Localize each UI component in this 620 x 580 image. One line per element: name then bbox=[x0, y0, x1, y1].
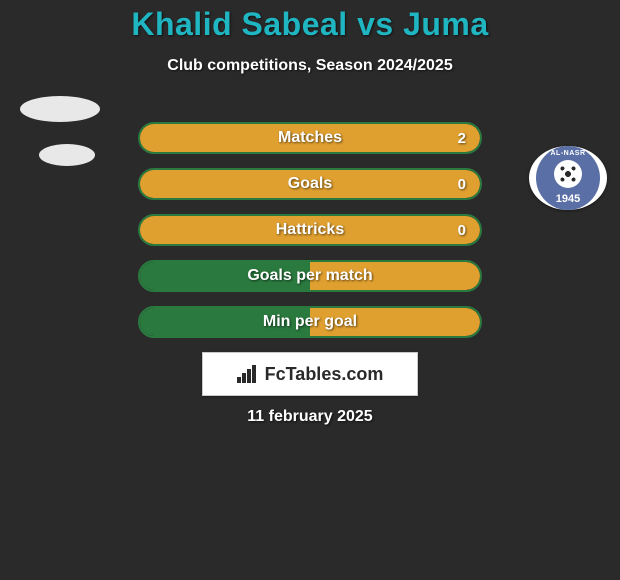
stat-label: Goals per match bbox=[247, 267, 372, 285]
stats-container: Matches 2 Goals 0 Hattricks 0 Goals per match M… bbox=[138, 122, 482, 338]
source-banner[interactable]: FcTables.com bbox=[202, 352, 418, 396]
stat-row: Hattricks 0 bbox=[138, 214, 482, 246]
club-badge-inner: AL-NASR 1945 bbox=[536, 146, 600, 210]
page-title: Khalid Sabeal vs Juma bbox=[0, 0, 620, 43]
stat-value-right: 2 bbox=[458, 130, 466, 147]
player-right-avatar: AL-NASR 1945 bbox=[526, 120, 610, 204]
stat-label: Hattricks bbox=[276, 221, 344, 239]
avatar-placeholder-ellipse bbox=[20, 96, 100, 122]
page-subtitle: Club competitions, Season 2024/2025 bbox=[0, 57, 620, 75]
stat-label: Min per goal bbox=[263, 313, 357, 331]
stat-label: Matches bbox=[278, 129, 342, 147]
stat-row: Min per goal bbox=[138, 306, 482, 338]
stat-row: Goals per match bbox=[138, 260, 482, 292]
stat-value-right: 0 bbox=[458, 222, 466, 239]
player-left-avatar bbox=[18, 96, 102, 180]
stat-value-right: 0 bbox=[458, 176, 466, 193]
banner-text: FcTables.com bbox=[265, 364, 384, 385]
club-badge-year: 1945 bbox=[556, 193, 580, 205]
stat-row: Matches 2 bbox=[138, 122, 482, 154]
avatar-placeholder-ellipse bbox=[39, 144, 95, 166]
stat-label: Goals bbox=[288, 175, 332, 193]
bar-chart-icon bbox=[237, 365, 259, 383]
comparison-infographic: Khalid Sabeal vs Juma Club competitions,… bbox=[0, 0, 620, 580]
date-label: 11 february 2025 bbox=[0, 408, 620, 426]
club-badge: AL-NASR 1945 bbox=[529, 146, 607, 210]
stat-row: Goals 0 bbox=[138, 168, 482, 200]
club-badge-name: AL-NASR bbox=[551, 150, 586, 157]
football-icon bbox=[554, 160, 582, 188]
